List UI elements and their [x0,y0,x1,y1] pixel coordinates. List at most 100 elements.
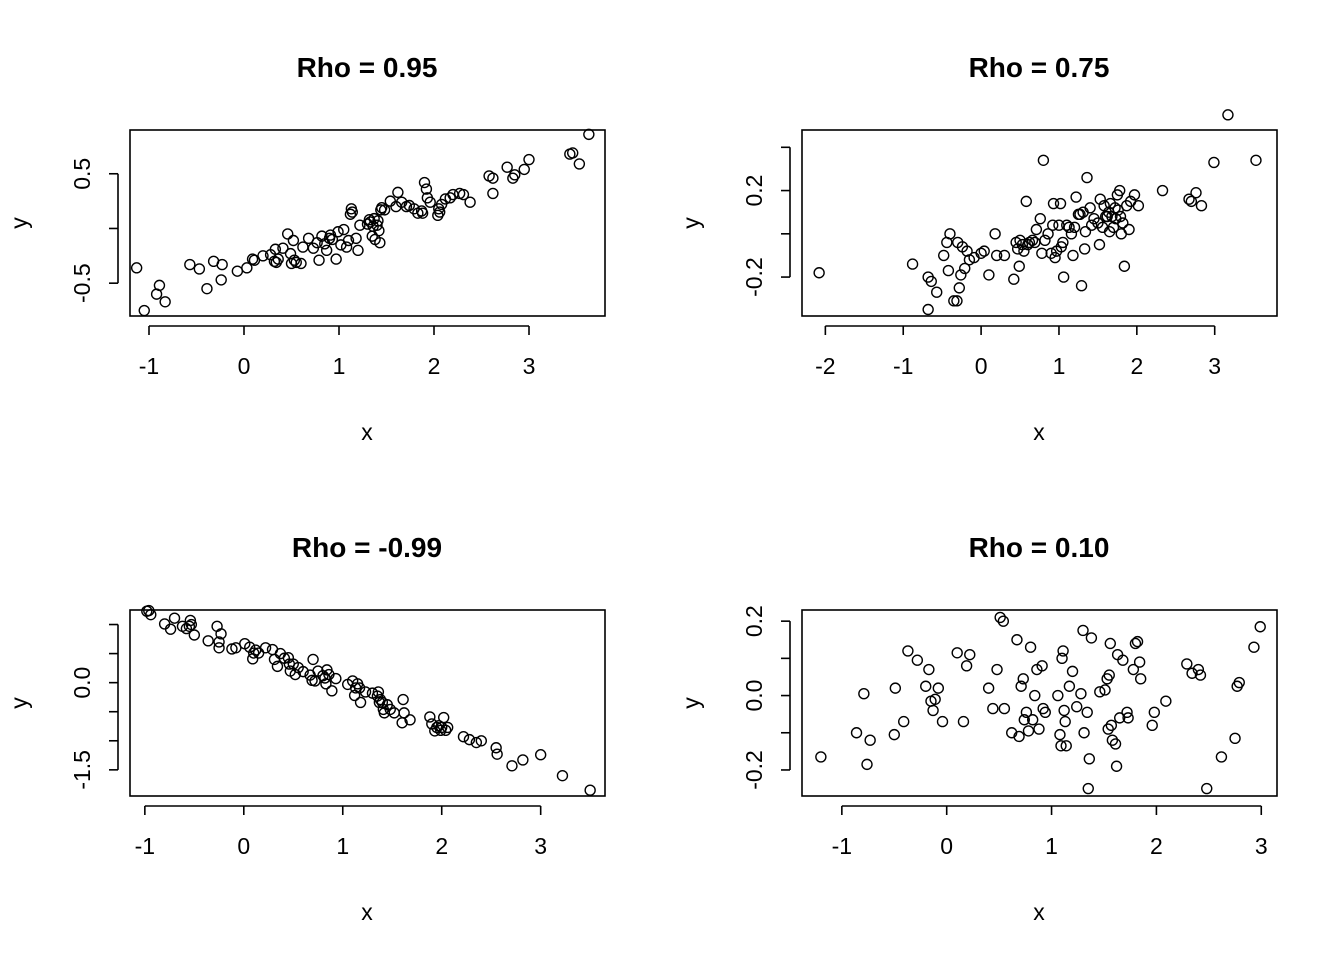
data-point [1185,195,1198,208]
data-point [316,230,328,242]
data-point [434,206,446,218]
data-point [1022,725,1035,737]
data-point [951,295,963,307]
data-point [898,715,910,728]
data-point [424,711,436,723]
data-point [257,250,269,262]
data-point [850,727,863,739]
y-axis-label: y [6,697,32,709]
data-point [138,304,150,317]
data-point [975,247,987,259]
data-point [583,128,595,141]
data-point [1121,706,1133,718]
x-tick-label: 2 [435,833,448,859]
data-point [888,728,900,741]
data-point [1024,641,1037,653]
data-point [936,715,949,728]
y-tick-label: 0.0 [69,667,95,699]
data-point [987,702,999,715]
data-point [1084,202,1096,214]
chart-title: Rho = 0.95 [297,52,438,83]
data-point [567,147,579,159]
data-point [925,275,937,288]
data-point [1020,195,1032,208]
data-point [1093,238,1106,251]
plot-frame [129,609,606,797]
x-tick-label: 0 [975,353,988,379]
data-point [861,758,873,771]
data-point [1192,663,1205,676]
data-point [978,245,990,257]
data-point [1018,714,1030,726]
data-point [1081,171,1093,184]
x-tick-label: 0 [237,833,250,859]
data-point [501,161,513,173]
data-point [1016,238,1029,251]
data-point [556,769,569,782]
data-point [247,647,260,659]
data-point [326,685,338,697]
data-point [213,642,225,654]
plot-frame [801,129,1278,317]
data-point [420,183,433,195]
data-point [185,618,198,631]
data-point [991,663,1003,676]
data-point [1127,663,1140,676]
data-point [295,257,307,270]
data-point [1102,723,1114,735]
data-point [289,668,301,681]
data-point [1201,782,1213,795]
data-point [1063,221,1075,234]
data-point [1250,154,1262,166]
data-point [951,647,963,659]
data-point [437,711,450,724]
data-point [1013,730,1025,743]
data-point [340,241,353,253]
data-point [188,629,201,641]
data-point [353,682,366,694]
data-point [1033,723,1045,735]
data-point [998,702,1011,715]
y-tick-label: -0.2 [741,750,767,790]
data-point [1085,219,1098,231]
data-point [518,163,530,176]
data-point [1063,680,1076,692]
x-tick-label: 1 [333,353,346,379]
data-point [290,256,302,269]
data-point [1085,632,1098,644]
data-point [1229,732,1241,745]
data-point [338,223,350,236]
data-point [272,253,284,265]
data-point [1047,197,1060,210]
data-point [1070,191,1082,203]
chart-title: Rho = -0.99 [292,532,442,563]
data-point [927,704,939,717]
data-point [354,696,367,709]
data-point [464,196,476,208]
x-axis-label: x [361,419,373,445]
data-point [346,206,358,218]
data-point [1077,624,1089,637]
data-point [313,254,325,266]
data-point [319,672,331,684]
data-point [287,234,300,247]
data-point [249,644,262,656]
data-point [153,279,166,292]
data-point [376,201,388,214]
data-point [1094,193,1106,205]
data-point [1248,641,1260,653]
data-point [534,749,547,761]
data-point [523,153,535,166]
data-point [1128,189,1141,201]
data-point [938,249,950,262]
data-point [1122,712,1134,724]
data-point [359,686,372,698]
data-point [1036,660,1048,672]
data-point [1195,199,1208,212]
y-tick-label: 0.5 [69,158,95,190]
data-point [902,645,914,657]
x-tick-label: 3 [1255,833,1268,859]
data-point [1129,637,1142,650]
x-tick-label: 2 [1150,833,1163,859]
data-point [297,665,309,678]
